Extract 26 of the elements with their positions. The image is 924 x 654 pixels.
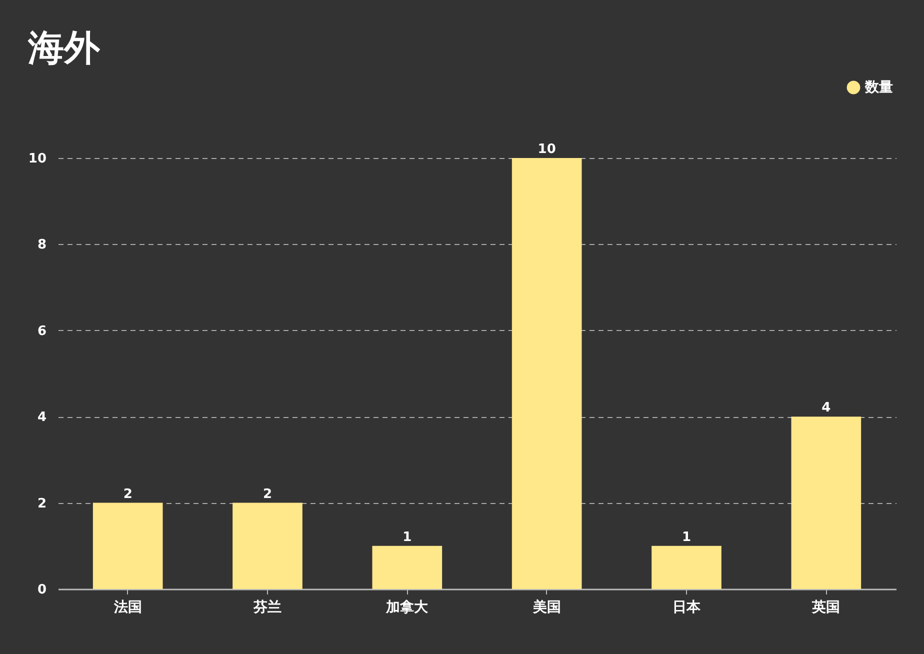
x-tick-label: 芬兰 — [252, 598, 282, 616]
x-tick-label: 英国 — [811, 600, 840, 616]
bar — [791, 416, 862, 589]
y-tick-label: 4 — [37, 410, 46, 426]
data-label: 1 — [682, 530, 692, 545]
data-label: 2 — [123, 486, 132, 502]
data-label: 10 — [538, 142, 556, 157]
y-tick-label: 10 — [28, 152, 46, 166]
y-tick-label: 0 — [37, 582, 46, 598]
x-tick-label: 法国 — [112, 600, 142, 616]
y-tick-label: 2 — [37, 496, 46, 512]
bar — [92, 502, 163, 589]
y-tick-label: 8 — [37, 238, 46, 253]
chart-title: 海外 — [27, 28, 101, 69]
x-tick-label: 美国 — [532, 598, 561, 616]
data-label: 2 — [262, 486, 272, 502]
data-label: 4 — [822, 400, 831, 416]
x-tick-label: 日本 — [672, 600, 702, 616]
legend-label: 数量 — [864, 80, 893, 96]
bar — [232, 502, 302, 589]
bar — [512, 158, 582, 589]
bar — [652, 546, 722, 589]
bar — [372, 546, 442, 589]
data-label: 1 — [402, 530, 412, 545]
x-tick-label: 加拿大 — [385, 600, 430, 616]
y-tick-label: 6 — [37, 324, 46, 339]
